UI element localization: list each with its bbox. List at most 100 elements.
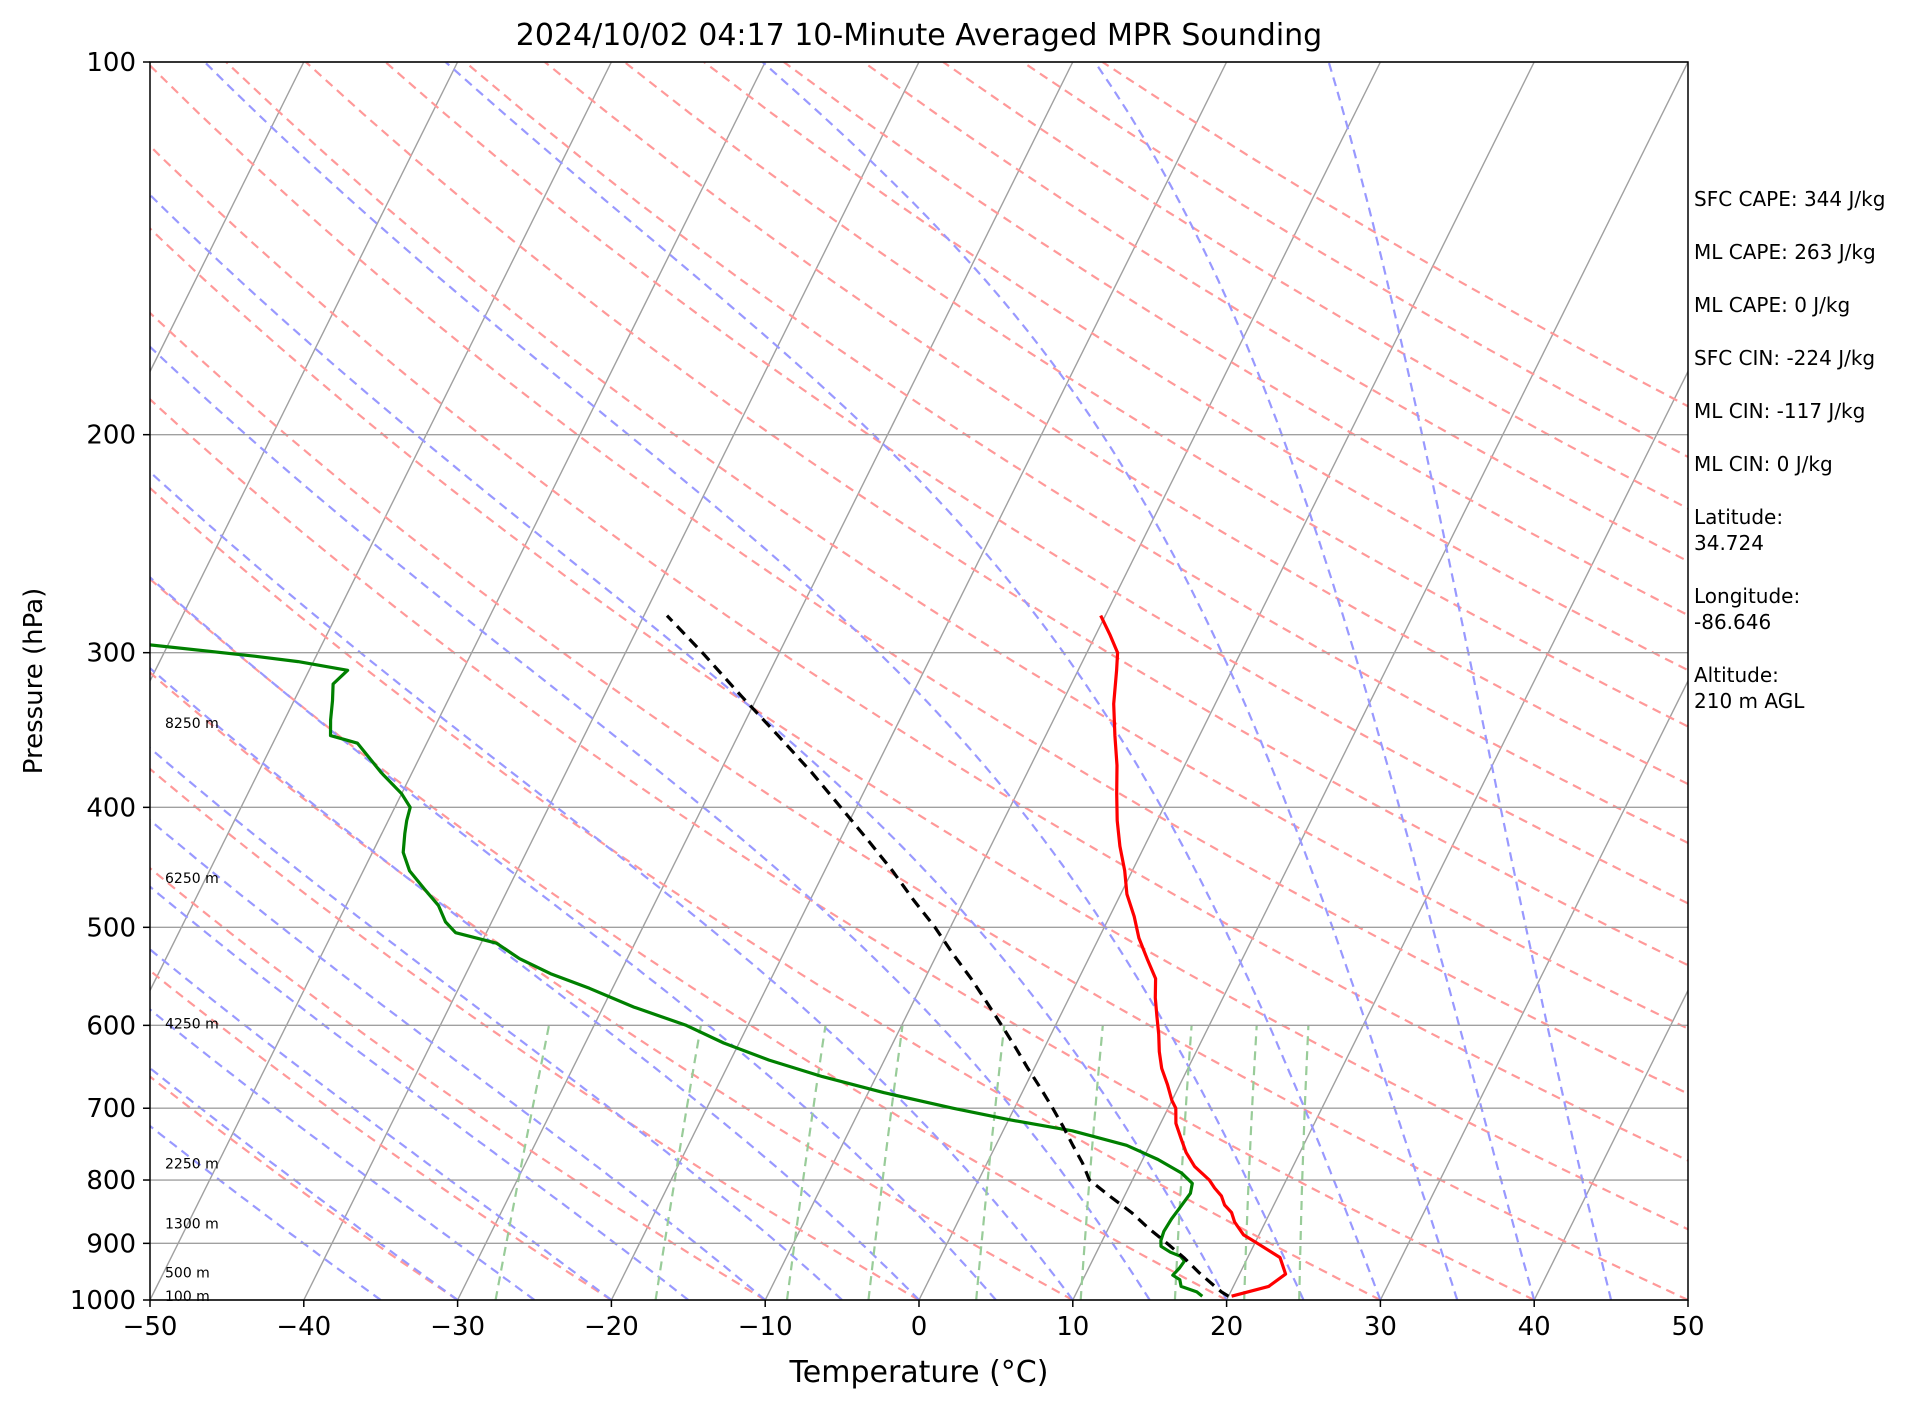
moist-adiabat-line (150, 1066, 459, 1300)
dry-adiabat-line (150, 63, 1688, 1095)
moist-adiabat-line (203, 62, 1305, 1300)
isotherm-line (764, 62, 1382, 1300)
dry-adiabat-line (305, 62, 1688, 967)
x-tick-label: 30 (1364, 1312, 1397, 1342)
dry-adiabat-line (783, 62, 1688, 617)
isotherm-line (150, 62, 305, 374)
moist-adiabat-line (150, 345, 1151, 1300)
stat-ml-cape: ML CAPE: 263 J/kg (1694, 240, 1876, 264)
parcel-path-line (665, 614, 1230, 1298)
isotherm-line (150, 62, 459, 683)
x-tick-label: 40 (1518, 1312, 1551, 1342)
chart-title: 2024/10/02 04:17 10-Minute Averaged MPR … (516, 18, 1322, 53)
sounding-series (150, 614, 1288, 1298)
stat-ml-cin: ML CIN: -117 J/kg (1694, 399, 1866, 423)
moist-adiabat-line (1093, 62, 1536, 1300)
moist-adiabat-line (150, 1124, 382, 1300)
height-label: 1300 m (165, 1216, 219, 1232)
y-tick-label: 400 (86, 793, 136, 823)
stat-latitude: Latitude: 34.724 (1694, 505, 1784, 555)
x-tick-label: 10 (1056, 1312, 1089, 1342)
moist-adiabat-line (150, 947, 613, 1300)
moist-adiabat-line (150, 885, 689, 1300)
isotherm-line (150, 62, 766, 1300)
x-axis-ticks: −50 −40 −30 −20 −10 0 10 20 30 40 50 (123, 1300, 1705, 1342)
moist-adiabat-line (150, 470, 1074, 1300)
isotherm-line (1379, 679, 1688, 1300)
height-label: 2250 m (165, 1157, 219, 1173)
temperature-profile-line (1099, 614, 1288, 1298)
mixing-ratio-line (1298, 1025, 1310, 1300)
isotherm-line (1225, 369, 1688, 1300)
stat-altitude: Altitude: 210 m AGL (1694, 663, 1805, 713)
height-label: 8250 m (165, 716, 219, 732)
y-tick-label: 100 (86, 48, 136, 78)
x-tick-label: −10 (738, 1312, 793, 1342)
moist-adiabat-line (150, 746, 843, 1300)
stat-sfc-cape: SFC CAPE: 344 J/kg (1694, 187, 1886, 211)
y-tick-label: 600 (86, 1011, 136, 1041)
mixing-ratio-line (654, 1025, 702, 1300)
height-label: 100 m (165, 1289, 210, 1305)
dry-adiabat-line (225, 62, 1688, 1030)
dewpoint-profile-line (150, 643, 1204, 1298)
moist-adiabat-line (761, 62, 1459, 1300)
y-tick-label: 300 (86, 639, 136, 669)
stat-sfc-cin: SFC CIN: -224 J/kg (1694, 346, 1876, 370)
y-tick-label: 900 (86, 1229, 136, 1259)
isotherm-line (150, 62, 613, 993)
height-labels: 100 m 500 m 1300 m 2250 m 4250 m 6250 m 8250 m (165, 716, 219, 1305)
stat-ml-cin-2: ML CIN: 0 J/kg (1694, 452, 1833, 476)
isotherm-line (1533, 988, 1688, 1300)
dry-adiabat-line (150, 671, 1074, 1300)
guide-lines (150, 62, 1688, 1300)
y-tick-label: 700 (86, 1094, 136, 1124)
y-tick-label: 1000 (70, 1286, 136, 1316)
x-tick-label: 20 (1210, 1312, 1243, 1342)
mixing-ratio-line (867, 1025, 904, 1300)
moist-adiabat-line (444, 62, 1382, 1300)
mixing-ratio-line (494, 1025, 551, 1300)
sounding-stats: SFC CAPE: 344 J/kg ML CAPE: 263 J/kg ML … (1694, 186, 1914, 741)
x-axis-label: Temperature (°C) (789, 1355, 1049, 1390)
dry-adiabat-line (150, 866, 766, 1300)
height-label: 4250 m (165, 1017, 219, 1033)
isotherm-line (918, 62, 1535, 1300)
dry-adiabat-line (150, 144, 1688, 1162)
stat-ml-cape-2: ML CAPE: 0 J/kg (1694, 293, 1851, 317)
moist-adiabat-line (1327, 62, 1613, 1300)
height-label: 500 m (165, 1265, 210, 1281)
dry-adiabat-line (623, 62, 1688, 728)
dry-adiabat-line (150, 226, 1688, 1231)
x-tick-label: 50 (1671, 1312, 1704, 1342)
dry-adiabat-line (150, 1075, 459, 1300)
x-tick-label: 0 (911, 1312, 928, 1342)
isotherm-line (456, 62, 1074, 1300)
y-axis-ticks: 100 200 300 400 500 600 700 800 900 1000 (70, 48, 150, 1316)
dry-adiabat-line (150, 397, 1535, 1300)
isotherm-line (610, 62, 1228, 1300)
y-tick-label: 500 (86, 913, 136, 943)
dry-adiabat-line (703, 62, 1688, 672)
y-tick-label: 800 (86, 1166, 136, 1196)
x-tick-label: −20 (584, 1312, 639, 1342)
moist-adiabat-line (150, 666, 920, 1300)
x-tick-label: −30 (430, 1312, 485, 1342)
moist-adiabat-line (150, 575, 997, 1300)
dry-adiabat-line (150, 577, 1228, 1300)
dry-adiabat-line (384, 62, 1688, 905)
dry-adiabat-line (464, 62, 1688, 845)
dry-adiabat-line (150, 311, 1688, 1300)
moist-adiabat-line (150, 193, 1228, 1300)
height-label: 6250 m (165, 871, 219, 887)
isotherm-line (303, 62, 920, 1300)
moist-adiabat-line (150, 1008, 536, 1300)
moist-adiabat-line (150, 818, 766, 1300)
x-tick-label: −50 (123, 1312, 178, 1342)
stat-longitude: Longitude: -86.646 (1694, 584, 1801, 634)
y-axis-label: Pressure (hPa) (19, 588, 49, 775)
dry-adiabat-line (150, 767, 920, 1300)
isotherm-line (1072, 62, 1688, 1300)
x-tick-label: −40 (276, 1312, 331, 1342)
